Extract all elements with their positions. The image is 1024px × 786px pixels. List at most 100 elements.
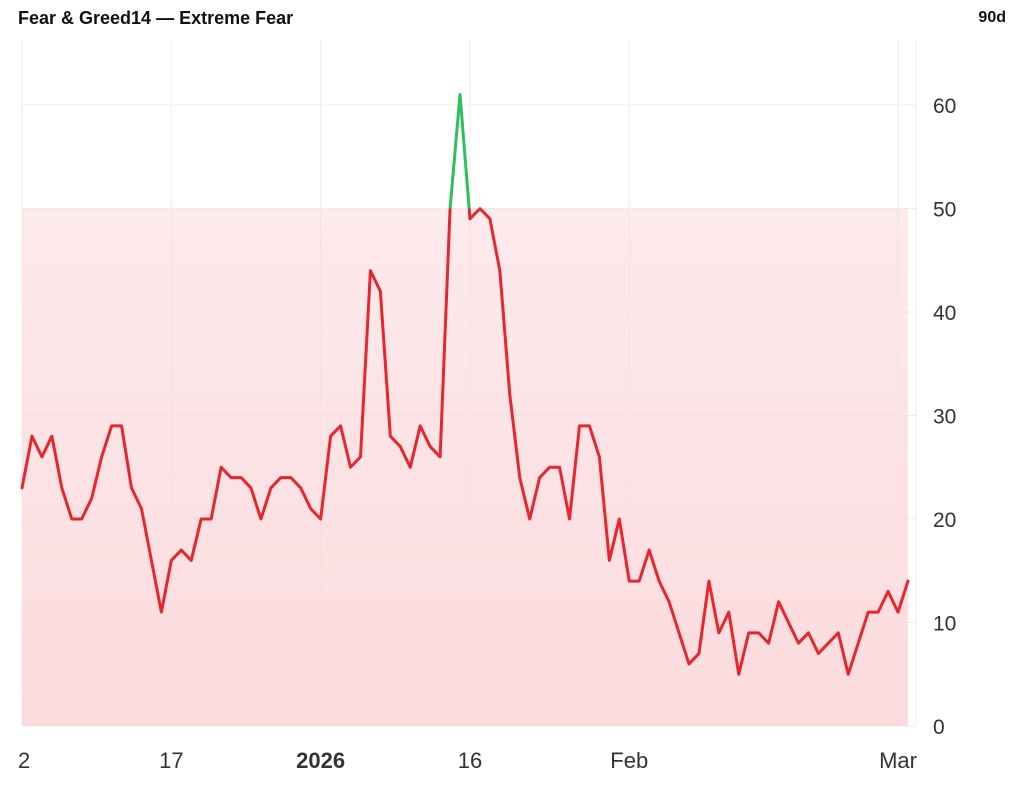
data-point (408, 465, 412, 469)
data-point (876, 610, 880, 614)
x-tick-label: 17 (159, 748, 183, 773)
data-point (508, 393, 512, 397)
data-point (558, 465, 562, 469)
data-point (697, 652, 701, 656)
data-point (149, 558, 153, 562)
data-point (796, 641, 800, 645)
series-line-greed (448, 93, 483, 209)
data-point (647, 548, 651, 552)
x-tick-label: Feb (610, 748, 648, 773)
x-axis: 2 17 2026 16 Feb Mar (18, 748, 917, 773)
data-point (627, 579, 631, 583)
data-point (80, 517, 84, 521)
data-point (836, 631, 840, 635)
data-point (159, 610, 163, 614)
data-point (528, 517, 532, 521)
data-point (657, 579, 661, 583)
data-point (806, 631, 810, 635)
data-point (747, 631, 751, 635)
data-point (478, 207, 482, 211)
data-point (209, 517, 213, 521)
chart-title: Fear & Greed14 — Extreme Fear (18, 8, 293, 29)
data-point (906, 579, 910, 583)
data-point (349, 465, 353, 469)
data-point (20, 486, 24, 490)
series-line[interactable] (20, 93, 910, 677)
data-point (259, 517, 263, 521)
x-tick-label: Mar (879, 748, 917, 773)
data-point (239, 476, 243, 480)
index-value: 14 (131, 8, 152, 28)
data-point (856, 641, 860, 645)
y-tick-label: 0 (933, 716, 945, 739)
data-point (787, 621, 791, 625)
data-point (448, 207, 452, 211)
data-point (577, 424, 581, 428)
data-point (269, 486, 273, 490)
data-point (428, 445, 432, 449)
data-point (368, 269, 372, 273)
y-tick-label: 30 (933, 406, 956, 429)
data-point (110, 424, 114, 428)
data-point (100, 455, 104, 459)
data-point (189, 558, 193, 562)
data-point (667, 600, 671, 604)
range-selector[interactable]: 90d (978, 9, 1006, 26)
data-point (458, 93, 462, 97)
data-point (40, 455, 44, 459)
y-axis: 0 10 20 30 40 50 60 (933, 95, 956, 739)
data-point (378, 289, 382, 293)
data-point (816, 652, 820, 656)
data-point (339, 424, 343, 428)
data-point (179, 548, 183, 552)
data-point (468, 217, 472, 221)
data-point (727, 610, 731, 614)
data-point (358, 455, 362, 459)
data-point (826, 641, 830, 645)
data-point (398, 445, 402, 449)
y-tick-label: 10 (933, 613, 956, 636)
data-point (438, 455, 442, 459)
data-point (488, 217, 492, 221)
x-tick-label: 2 (18, 748, 30, 773)
data-point (90, 496, 94, 500)
title-separator: — (151, 8, 180, 28)
data-point (249, 486, 253, 490)
y-tick-label: 40 (933, 302, 956, 325)
data-point (677, 631, 681, 635)
data-point (60, 486, 64, 490)
data-point (388, 434, 392, 438)
data-point (717, 631, 721, 635)
data-point (279, 476, 283, 480)
data-point (30, 434, 34, 438)
data-point (777, 600, 781, 604)
data-point (299, 486, 303, 490)
data-point (289, 476, 293, 480)
data-point (169, 558, 173, 562)
y-tick-label: 20 (933, 509, 956, 532)
data-point (737, 672, 741, 676)
data-point (587, 424, 591, 428)
data-point (687, 662, 691, 666)
data-point (199, 517, 203, 521)
data-point (418, 424, 422, 428)
sentiment-label: Extreme Fear (179, 8, 294, 28)
data-point (229, 476, 233, 480)
data-point (70, 517, 74, 521)
data-point (568, 517, 572, 521)
data-point (120, 424, 124, 428)
x-tick-label: 16 (458, 748, 482, 773)
data-point (498, 269, 502, 273)
data-point (329, 434, 333, 438)
data-point (757, 631, 761, 635)
data-point (538, 476, 542, 480)
data-point (896, 610, 900, 614)
data-point (548, 465, 552, 469)
data-point (139, 507, 143, 511)
data-point (707, 579, 711, 583)
index-name: Fear & Greed (18, 8, 132, 28)
data-point (866, 610, 870, 614)
data-point (50, 434, 54, 438)
data-point (846, 672, 850, 676)
